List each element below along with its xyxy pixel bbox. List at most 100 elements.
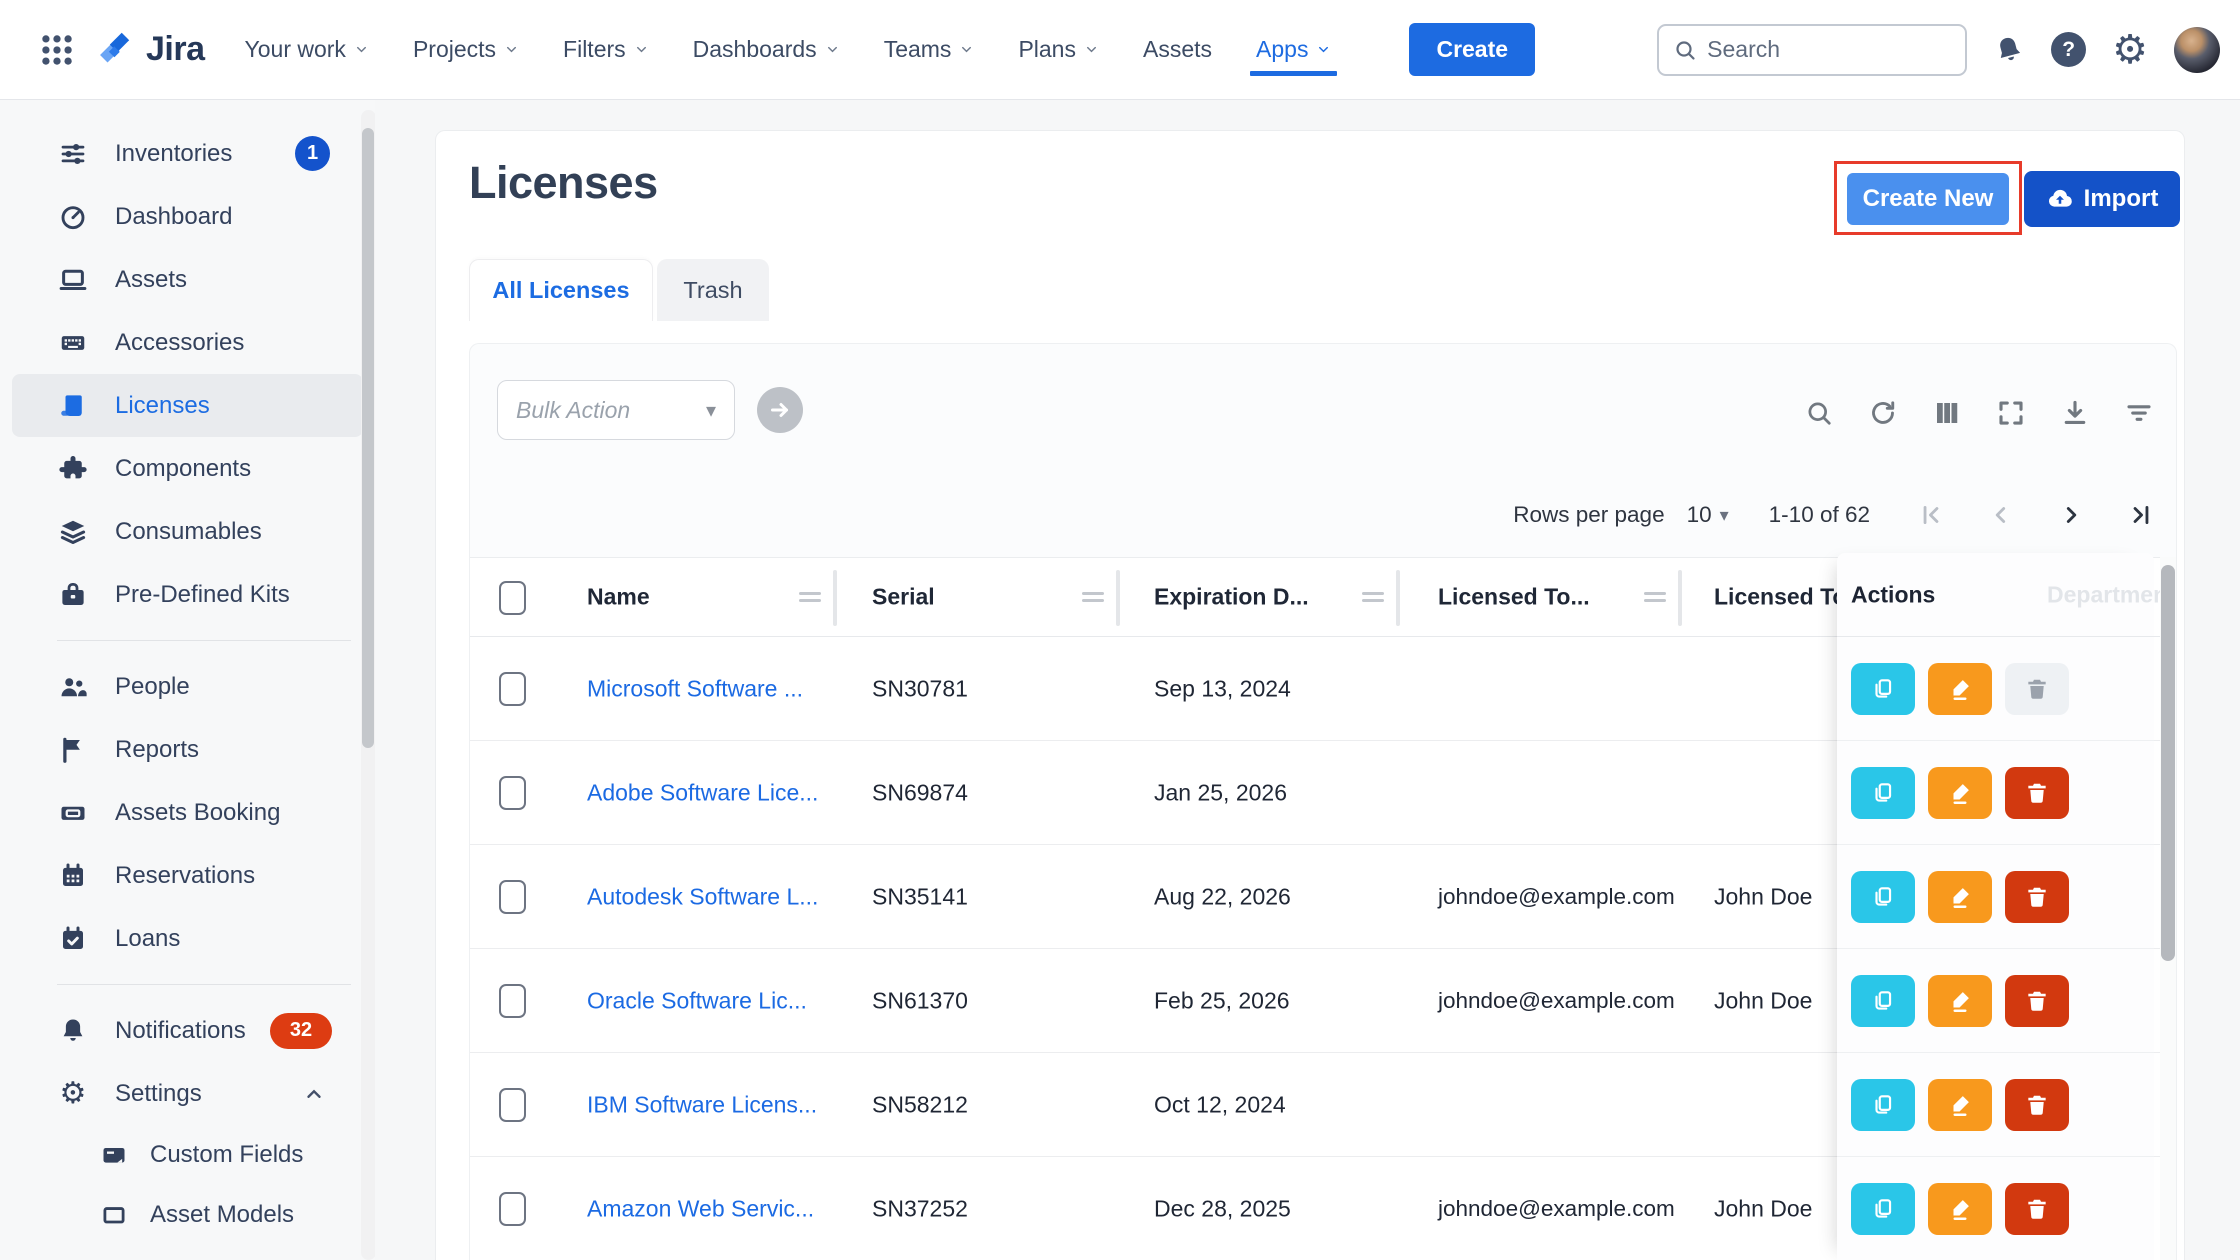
delete-button[interactable] xyxy=(2005,975,2069,1027)
sidebar-item-loans[interactable]: Loans xyxy=(0,907,375,970)
user-avatar[interactable] xyxy=(2174,27,2220,73)
jira-logo[interactable]: Jira xyxy=(92,27,205,73)
rows-per-page-select[interactable]: 10 ▾ xyxy=(1687,502,1729,528)
last-page-button[interactable] xyxy=(2128,502,2154,528)
delete-button[interactable] xyxy=(2005,1183,2069,1235)
nav-item-assets[interactable]: Assets xyxy=(1143,23,1212,76)
sidebar-item-reports[interactable]: Reports xyxy=(0,718,375,781)
delete-button[interactable] xyxy=(2005,1079,2069,1131)
column-header-licensed-to[interactable]: Licensed To... xyxy=(1438,584,1590,611)
column-header-name[interactable]: Name xyxy=(587,584,650,611)
next-page-button[interactable] xyxy=(2058,502,2084,528)
sidebar-item-asset-models[interactable]: Asset Models xyxy=(0,1185,375,1245)
column-separator xyxy=(1116,570,1120,626)
nav-item-filters[interactable]: Filters xyxy=(563,23,649,76)
download-icon[interactable] xyxy=(2060,398,2090,428)
tab-trash[interactable]: Trash xyxy=(657,259,769,321)
delete-button[interactable] xyxy=(2005,871,2069,923)
edit-button[interactable] xyxy=(1928,1079,1992,1131)
settings-gear-icon[interactable]: ⚙ xyxy=(2112,30,2148,70)
jira-logo-text: Jira xyxy=(146,30,205,69)
bulk-action-apply-button[interactable] xyxy=(757,387,803,433)
sidebar-item-pre-defined-kits[interactable]: Pre-Defined Kits xyxy=(0,563,375,626)
delete-button[interactable] xyxy=(2005,767,2069,819)
primary-nav: Your work Projects Filters Dashboards Te… xyxy=(245,23,1536,76)
global-create-button[interactable]: Create xyxy=(1409,23,1535,76)
column-drag-handle[interactable] xyxy=(1362,588,1384,606)
nav-item-apps[interactable]: Apps xyxy=(1256,23,1331,76)
license-name-link[interactable]: Amazon Web Servic... xyxy=(587,1195,814,1222)
row-checkbox[interactable] xyxy=(499,880,526,914)
edit-button[interactable] xyxy=(1928,1183,1992,1235)
column-drag-handle[interactable] xyxy=(799,588,821,606)
copy-button[interactable] xyxy=(1851,871,1915,923)
edit-button[interactable] xyxy=(1928,871,1992,923)
sidebar-item-custom-fields[interactable]: Custom Fields xyxy=(0,1125,375,1185)
sidebar-item-consumables[interactable]: Consumables xyxy=(0,500,375,563)
row-checkbox[interactable] xyxy=(499,1192,526,1226)
nav-item-plans[interactable]: Plans xyxy=(1018,23,1099,76)
import-button[interactable]: Import xyxy=(2024,171,2180,227)
previous-page-button[interactable] xyxy=(1988,502,2014,528)
notifications-bell-icon[interactable] xyxy=(1990,30,2029,69)
nav-item-teams[interactable]: Teams xyxy=(884,23,975,76)
license-name-link[interactable]: Oracle Software Lic... xyxy=(587,987,807,1014)
fullscreen-icon[interactable] xyxy=(1996,398,2026,428)
people-icon xyxy=(57,672,89,702)
help-icon[interactable]: ? xyxy=(2051,32,2086,67)
copy-button[interactable] xyxy=(1851,1079,1915,1131)
search-icon[interactable] xyxy=(1804,398,1834,428)
row-checkbox[interactable] xyxy=(499,1088,526,1122)
column-header-serial[interactable]: Serial xyxy=(872,584,935,611)
flag-icon xyxy=(57,735,89,765)
copy-button[interactable] xyxy=(1851,767,1915,819)
row-checkbox[interactable] xyxy=(499,672,526,706)
delete-button-disabled[interactable] xyxy=(2005,663,2069,715)
create-new-button[interactable]: Create New xyxy=(1847,173,2009,225)
copy-button[interactable] xyxy=(1851,1183,1915,1235)
sidebar-item-people[interactable]: People xyxy=(0,655,375,718)
filter-icon[interactable] xyxy=(2124,398,2154,428)
sidebar-item-licenses[interactable]: Licenses xyxy=(12,374,363,437)
column-drag-handle[interactable] xyxy=(1644,588,1666,606)
column-drag-handle[interactable] xyxy=(1082,588,1104,606)
sidebar-item-assets[interactable]: Assets xyxy=(0,248,375,311)
search-icon xyxy=(1673,38,1697,62)
bulk-action-select[interactable]: Bulk Action ▾ xyxy=(497,380,735,440)
view-columns-icon[interactable] xyxy=(1932,398,1962,428)
sidebar-item-components[interactable]: Components xyxy=(0,437,375,500)
edit-button[interactable] xyxy=(1928,663,1992,715)
sidebar-item-reservations[interactable]: Reservations xyxy=(0,844,375,907)
edit-button[interactable] xyxy=(1928,975,1992,1027)
sidebar-item-notifications[interactable]: Notifications 32 xyxy=(0,999,375,1062)
sidebar-item-dashboard[interactable]: Dashboard xyxy=(0,185,375,248)
sidebar-item-assets-booking[interactable]: Assets Booking xyxy=(0,781,375,844)
license-name-link[interactable]: Microsoft Software ... xyxy=(587,675,803,702)
search-input[interactable] xyxy=(1707,36,1951,63)
table-scrollbar-thumb[interactable] xyxy=(2161,565,2175,961)
copy-button[interactable] xyxy=(1851,663,1915,715)
row-checkbox[interactable] xyxy=(499,776,526,810)
license-name-link[interactable]: IBM Software Licens... xyxy=(587,1091,817,1118)
sidebar-item-accessories[interactable]: Accessories xyxy=(0,311,375,374)
license-name-link[interactable]: Autodesk Software L... xyxy=(587,883,818,910)
sidebar-item-inventories[interactable]: Inventories 1 xyxy=(0,122,375,185)
refresh-icon[interactable] xyxy=(1868,398,1898,428)
row-checkbox[interactable] xyxy=(499,984,526,1018)
select-all-checkbox[interactable] xyxy=(499,581,526,615)
sidebar-scrollbar-thumb[interactable] xyxy=(362,128,374,748)
copy-icon xyxy=(1870,1092,1896,1118)
edit-button[interactable] xyxy=(1928,767,1992,819)
copy-button[interactable] xyxy=(1851,975,1915,1027)
nav-item-your-work[interactable]: Your work xyxy=(245,23,369,76)
tab-all-licenses[interactable]: All Licenses xyxy=(469,259,653,321)
column-header-expiration[interactable]: Expiration D... xyxy=(1154,584,1309,611)
nav-item-projects[interactable]: Projects xyxy=(413,23,519,76)
sidebar-item-settings[interactable]: ⚙ Settings xyxy=(0,1062,375,1125)
nav-item-dashboards[interactable]: Dashboards xyxy=(693,23,840,76)
license-name-link[interactable]: Adobe Software Lice... xyxy=(587,779,818,806)
app-switcher-icon[interactable] xyxy=(36,29,78,71)
first-page-button[interactable] xyxy=(1918,502,1944,528)
global-search[interactable] xyxy=(1657,24,1967,76)
ticket-icon xyxy=(57,798,89,828)
